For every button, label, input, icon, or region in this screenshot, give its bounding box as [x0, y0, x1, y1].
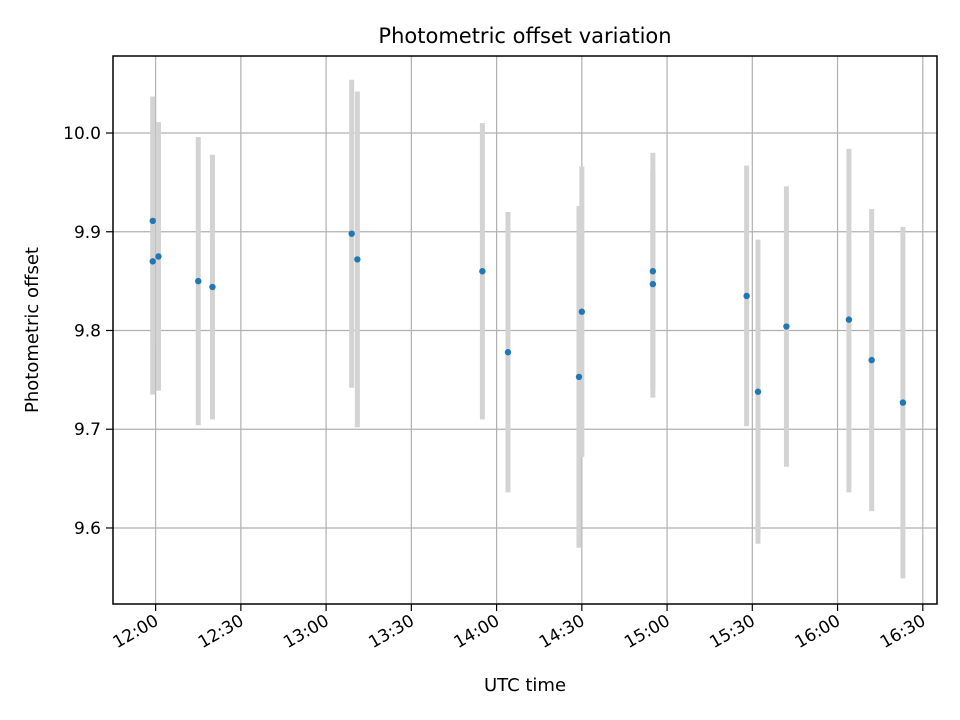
- data-point: [743, 292, 750, 300]
- chart-title: Photometric offset variation: [378, 24, 671, 48]
- data-point: [649, 280, 657, 288]
- grid: [113, 56, 937, 604]
- data-point: [845, 316, 853, 323]
- y-tick-label: 10.0: [63, 124, 101, 144]
- data-point: [575, 373, 583, 381]
- y-axis-label: Photometric offset: [22, 247, 43, 413]
- data-point: [899, 399, 907, 406]
- data-point: [783, 323, 790, 330]
- data-point: [348, 230, 355, 237]
- data-point: [155, 253, 162, 260]
- data-point: [354, 256, 361, 263]
- data-point: [209, 283, 216, 291]
- data-point: [868, 356, 875, 364]
- data-point: [149, 258, 156, 265]
- y-axis-ticks: 9.6 9.7 9.8 9.9 10.0: [63, 124, 113, 539]
- x-axis-label: UTC time: [484, 675, 566, 696]
- y-tick-label: 9.8: [74, 321, 101, 341]
- y-tick-label: 9.7: [74, 420, 101, 440]
- data-point: [195, 277, 202, 285]
- data-point: [504, 349, 512, 356]
- data-point: [754, 388, 762, 395]
- data-points: [149, 217, 907, 406]
- data-point: [649, 268, 657, 275]
- data-point: [479, 268, 486, 275]
- data-point: [578, 308, 586, 315]
- y-tick-label: 9.6: [74, 519, 101, 539]
- y-tick-label: 9.9: [74, 223, 101, 243]
- data-point: [149, 217, 156, 225]
